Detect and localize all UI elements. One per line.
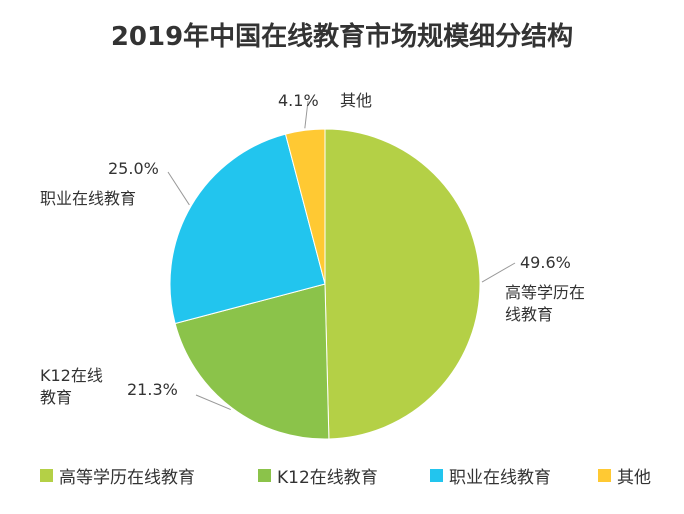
leader-line: [167, 171, 190, 206]
legend-swatch: [40, 469, 53, 482]
pie-slice: [324, 128, 481, 440]
legend-item: 高等学历在线教育: [40, 463, 195, 488]
pie-slice: [174, 283, 330, 440]
chart-title: 2019年中国在线教育市场规模细分结构: [110, 22, 574, 52]
category-label: 职业在线教育: [40, 189, 137, 208]
legend-label: K12在线教育: [277, 468, 378, 488]
legend-swatch: [258, 469, 271, 482]
value-label: 49.6%: [520, 253, 571, 272]
value-label: 25.0%: [108, 159, 159, 178]
legend-item: 职业在线教育: [430, 463, 551, 488]
leader-line: [195, 394, 231, 411]
legend-swatch: [598, 469, 611, 482]
category-label: 高等学历在线教育: [505, 283, 586, 324]
legend-label: 职业在线教育: [449, 468, 551, 488]
legend-label: 其他: [617, 468, 651, 488]
legend-item: K12在线教育: [258, 463, 378, 488]
value-label: 21.3%: [127, 380, 178, 399]
value-label: 4.1%: [278, 91, 319, 110]
category-label: 其他: [340, 91, 373, 110]
pie-slice: [169, 133, 326, 325]
legend-item: 其他: [598, 463, 651, 488]
leader-line: [481, 262, 516, 283]
legend-label: 高等学历在线教育: [59, 468, 195, 488]
legend-swatch: [430, 469, 443, 482]
pie-slice: [284, 128, 326, 285]
leader-line: [304, 100, 309, 129]
category-label: K12在线教育: [40, 366, 103, 407]
